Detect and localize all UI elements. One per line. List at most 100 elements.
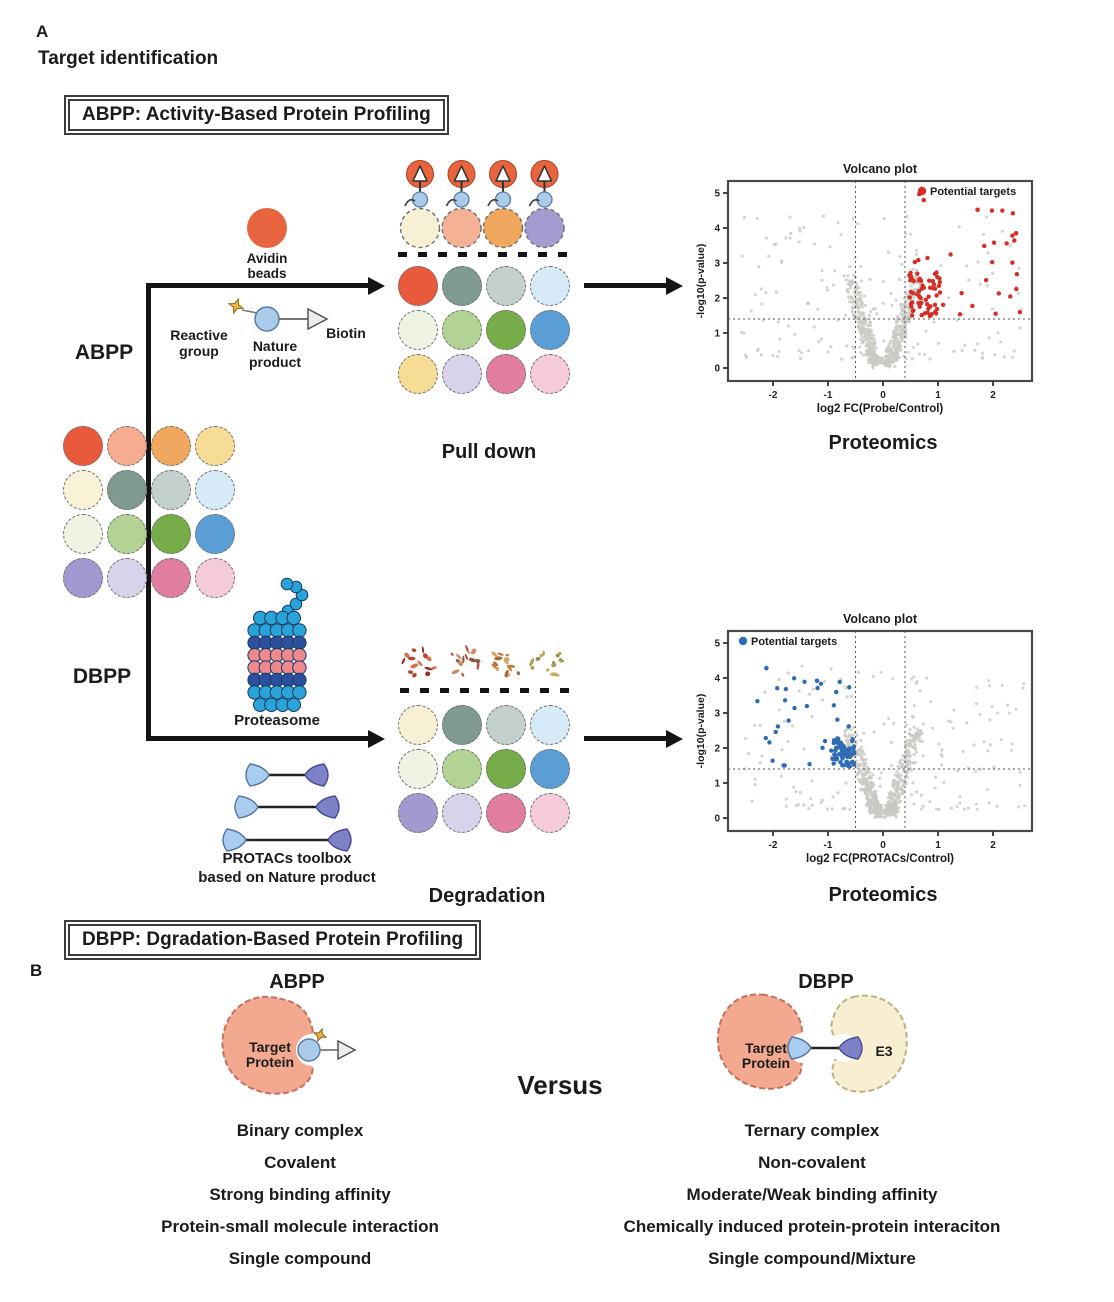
biotin-triangle-icon [495,165,511,182]
sample-well [486,354,526,394]
protein-fragment [450,652,454,656]
legend-label: Potential targets [751,636,837,648]
protein-fragment [535,656,541,661]
protein-fragment [461,672,465,677]
protein-fragment [464,653,469,660]
sample-well [398,310,438,350]
nature-product-circle-icon [453,191,470,208]
y-tick-label: 0 [714,364,720,375]
protac-e3-ligand-icon [327,828,352,852]
proteasome-label: Proteasome [234,712,320,729]
sample-well [107,470,147,510]
sample-well [63,558,103,598]
ternary-complex-illustration [716,993,908,1093]
sample-well [195,470,235,510]
protein-mixture-grid [63,426,235,598]
y-tick-label: 3 [714,709,720,720]
captured-protein [524,207,565,249]
panel-b-abpp-heading: ABPP [269,971,325,993]
captured-protein [399,207,441,249]
sample-well [63,514,103,554]
protac-warhead-icon [234,795,259,819]
probe-molecule-icon [227,297,329,332]
avidin-bead-icon [247,208,287,248]
pulldown-to-proteomics-arrow-head [666,276,683,295]
protein-fragment [503,658,509,665]
x-tick-label: -1 [824,840,833,851]
protein-fragment [404,652,410,658]
abpp-title-box: ABPP: Activity-Based Protein Profiling [64,95,449,135]
reactive-group-star-icon [227,297,245,315]
x-tick-label: 0 [880,840,886,851]
protein-fragment [506,673,511,678]
dbpp-arrow-shaft [146,736,368,741]
protein-fragment [424,666,433,671]
sample-well [195,558,235,598]
captured-protein [482,207,524,249]
sample-well [530,354,570,394]
protein-fragment [471,648,477,655]
target-protein-blob [221,995,314,1095]
protac-warhead-icon [787,1036,812,1060]
panel-b-dbpp-heading: DBPP [798,971,854,993]
list-item: Ternary complex [744,1121,880,1140]
proteasome-icon [247,577,309,713]
legend-dot-icon [917,186,927,196]
sample-well [151,426,191,466]
captured-complexes [399,160,565,249]
nature-product-circle-icon [254,306,280,332]
protacs-toolbox-icons [222,763,352,852]
branch-label-dbpp: DBPP [72,665,132,688]
x-axis-label: log2 FC(Probe/Control) [817,403,944,415]
y-tick-label: 0 [714,814,720,825]
protein-fragment [557,651,562,656]
sample-well [530,793,570,833]
sample-well [486,310,526,350]
y-tick-label: 1 [714,779,720,790]
protein-fragment [426,656,432,662]
protac-e3-ligand-icon [838,1036,863,1060]
dbpp-arrow-head [368,729,385,748]
nature-product-circle-icon [536,191,553,208]
abpp-arrow-head [368,276,385,295]
x-axis-label: log2 FC(PROTACs/Control) [806,853,954,865]
nature-product-label: Nature product [248,338,302,370]
degradation-grid [398,705,570,833]
sample-well [398,749,438,789]
protein-fragment [421,646,425,654]
protein-fragment [401,657,406,665]
protein-fragment [417,660,423,667]
y-axis-label: -log10(p-value) [695,694,707,769]
protac-warhead-icon [245,763,270,787]
degradation-to-proteomics-arrow-head [666,729,683,748]
legend-dot-icon [738,636,748,646]
degradation-to-proteomics-arrow-shaft [584,736,666,741]
protein-fragment [425,671,431,677]
list-item: Strong binding affinity [209,1185,391,1205]
protein-fragment [506,664,516,668]
y-tick-label: 4 [714,224,720,235]
pulldown-to-proteomics-arrow-shaft [584,283,666,288]
y-tick-label: 2 [714,294,720,305]
sample-well [530,705,570,745]
branch-trunk-line [146,283,151,741]
list-item: Non-covalent [758,1153,866,1173]
target-protein-label-left: Target Protein [245,1039,295,1070]
sample-well [530,266,570,306]
sample-well [398,266,438,306]
abpp-title-text: ABPP: Activity-Based Protein Profiling [68,99,445,131]
biotin-label: Biotin [326,325,366,341]
protein-fragment [530,666,535,670]
sample-well [63,426,103,466]
sample-well [195,514,235,554]
y-tick-label: 3 [714,259,720,270]
protac-e3-ligand-icon [315,795,340,819]
biotin-triangle-icon [412,165,428,182]
y-tick-label: 4 [714,674,720,685]
protein-fragment [411,648,417,653]
binary-complex-illustration [221,995,357,1095]
dbpp-comparison-list: Ternary complex Non-covalent Moderate/We… [552,1121,1072,1268]
avidin-beads-label: Avidin beads [246,251,288,282]
list-item: Single compound [228,1249,372,1269]
